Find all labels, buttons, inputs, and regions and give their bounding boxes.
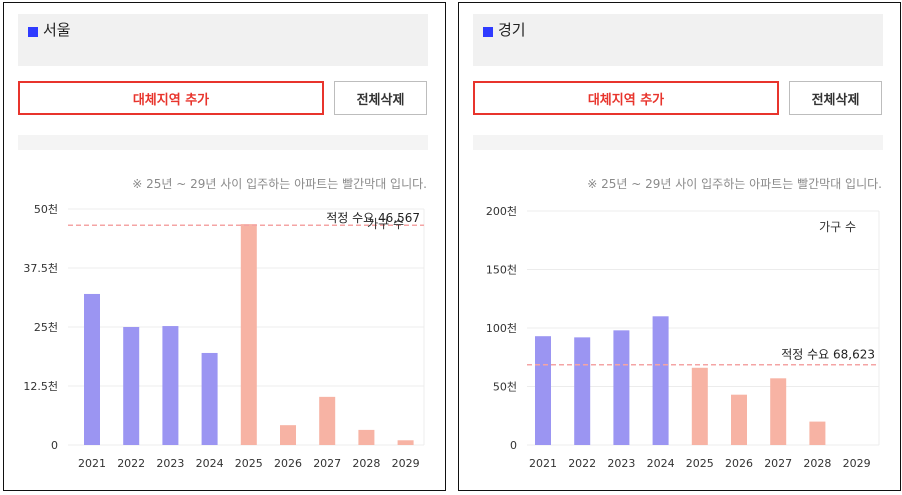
bar xyxy=(613,330,630,445)
region-title: 경기 xyxy=(498,21,526,39)
bar xyxy=(240,224,257,445)
chart-note: ※ 25년 ~ 29년 사이 입주하는 아파트는 빨간막대 입니다. xyxy=(587,177,882,191)
x-tick-label: 2028 xyxy=(803,457,831,470)
region-marker-icon xyxy=(28,27,38,37)
divider-band xyxy=(18,135,428,150)
bar xyxy=(809,421,826,445)
divider-band xyxy=(473,135,883,150)
y-tick-label: 12.5천 xyxy=(23,379,58,393)
x-tick-label: 2027 xyxy=(313,457,341,470)
bar xyxy=(691,367,708,445)
x-tick-label: 2021 xyxy=(529,457,557,470)
x-tick-label: 2027 xyxy=(764,457,792,470)
delete-all-button[interactable]: 전체삭제 xyxy=(789,81,882,115)
add-alternative-region-button[interactable]: 대체지역 추가 xyxy=(18,81,324,115)
bar xyxy=(397,440,414,445)
bar xyxy=(535,336,551,445)
region-header xyxy=(473,14,883,66)
panel-gyeonggi: 경기 대체지역 추가 전체삭제 ※ 25년 ~ 29년 사이 입주하는 아파트는… xyxy=(458,2,901,491)
y-tick-label: 100천 xyxy=(486,321,517,335)
y-tick-label: 150천 xyxy=(486,263,517,277)
legend-label: 가구 수 xyxy=(367,217,404,231)
x-tick-label: 2024 xyxy=(647,457,675,470)
bar xyxy=(652,316,669,445)
x-tick-label: 2029 xyxy=(392,457,420,470)
x-tick-label: 2026 xyxy=(274,457,302,470)
bar xyxy=(574,337,591,445)
bar xyxy=(358,429,375,445)
x-tick-label: 2028 xyxy=(352,457,380,470)
x-tick-label: 2025 xyxy=(686,457,714,470)
y-tick-label: 25천 xyxy=(34,320,58,334)
bar xyxy=(162,326,179,445)
x-tick-label: 2022 xyxy=(117,457,145,470)
bar xyxy=(770,378,787,445)
panel-seoul: 서울 대체지역 추가 전체삭제 ※ 25년 ~ 29년 사이 입주하는 아파트는… xyxy=(3,2,446,491)
y-tick-label: 200천 xyxy=(486,204,517,218)
chart-seoul: 0 12.5천 25천 37.5천 50천 2021 2022 2023 2024 2025 202… xyxy=(23,202,425,470)
bar xyxy=(280,425,296,445)
bar xyxy=(84,293,100,445)
region-marker-icon xyxy=(483,27,493,37)
x-tick-label: 2024 xyxy=(196,457,224,470)
x-tick-label: 2023 xyxy=(607,457,635,470)
chart-gyeonggi: 0 50천 100천 150천 200천 2021 2022 2023 2024 2025 2026… xyxy=(486,204,880,470)
y-tick-label: 50천 xyxy=(34,202,58,216)
bar xyxy=(123,327,140,445)
demand-label: 적정 수요 46,567 xyxy=(326,211,420,225)
demand-label: 적정 수요 68,623 xyxy=(781,348,875,362)
y-tick-label: 0 xyxy=(51,439,58,452)
x-tick-label: 2021 xyxy=(78,457,106,470)
y-tick-label: 50천 xyxy=(493,380,517,394)
y-tick-label: 37.5천 xyxy=(23,261,58,275)
bar xyxy=(731,394,747,445)
chart-note: ※ 25년 ~ 29년 사이 입주하는 아파트는 빨간막대 입니다. xyxy=(132,177,427,191)
bar xyxy=(201,352,218,445)
region-header xyxy=(18,14,428,66)
bar xyxy=(319,396,336,445)
x-tick-label: 2026 xyxy=(725,457,753,470)
x-tick-label: 2029 xyxy=(843,457,871,470)
delete-all-button[interactable]: 전체삭제 xyxy=(334,81,427,115)
add-alternative-region-button[interactable]: 대체지역 추가 xyxy=(473,81,779,115)
x-tick-label: 2023 xyxy=(156,457,184,470)
y-tick-label: 0 xyxy=(510,439,517,452)
x-tick-label: 2025 xyxy=(235,457,263,470)
x-tick-label: 2022 xyxy=(568,457,596,470)
legend-label: 가구 수 xyxy=(819,220,856,234)
region-title: 서울 xyxy=(43,21,71,39)
